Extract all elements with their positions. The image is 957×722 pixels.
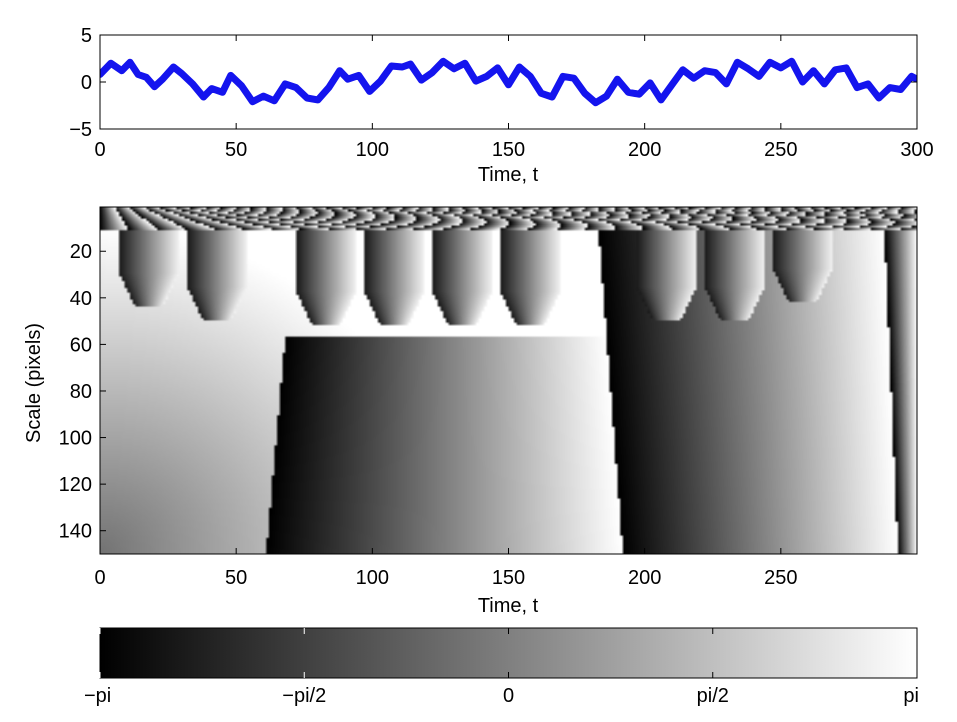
colorbar-tick-label: pi <box>903 685 919 707</box>
colorbar-gradient <box>99 627 918 679</box>
signal-x-tick-label: 150 <box>492 139 525 161</box>
signal-x-tick-label: 300 <box>900 139 933 161</box>
scalogram-x-tick-label: 100 <box>356 567 389 589</box>
signal-y-ticks: −5 0 5 <box>69 25 917 141</box>
colorbar-tick-label: 0 <box>503 685 514 707</box>
colorbar-ticks: −pi −pi/2 0 pi/2 pi <box>84 628 919 707</box>
scalogram-y-tick-label: 120 <box>59 474 92 496</box>
signal-y-tick-label: 5 <box>81 25 92 47</box>
colorbar-tick-label: −pi <box>84 685 111 707</box>
scalogram-x-tick-label: 150 <box>492 567 525 589</box>
scalogram-x-ticks: 0 50 100 150 200 250 <box>94 548 798 589</box>
signal-y-tick-label: 0 <box>81 72 92 94</box>
scalogram-x-tick-label: 250 <box>764 567 797 589</box>
scalogram-y-tick-label: 140 <box>59 521 92 543</box>
signal-x-tick-label: 200 <box>628 139 661 161</box>
scalogram-y-ticks: 20 40 60 80 100 120 140 <box>59 241 106 543</box>
scalogram-y-tick-label: 40 <box>70 288 92 310</box>
scalogram-x-axis-label: Time, t <box>478 595 539 617</box>
signal-y-tick-label: −5 <box>69 119 92 141</box>
signal-x-tick-label: 100 <box>356 139 389 161</box>
scalogram-x-tick-label: 200 <box>628 567 661 589</box>
colorbar-panel: −pi −pi/2 0 pi/2 pi <box>84 627 919 707</box>
signal-panel: 0 50 100 150 200 250 300 −505 Time, t <box>69 25 934 186</box>
phase-scalogram-image <box>100 207 917 554</box>
scalogram-x-tick-label: 50 <box>225 567 247 589</box>
phase-scalogram-panel: 0 50 100 150 200 250 20 40 60 80 100 120 140 Time, … <box>23 206 918 617</box>
signal-series-line <box>100 57 917 107</box>
signal-x-tick-label: 0 <box>94 139 105 161</box>
colorbar-tick-label: −pi/2 <box>282 685 326 707</box>
scalogram-y-tick-label: 80 <box>70 381 92 403</box>
scalogram-y-axis-label: Scale (pixels) <box>23 323 45 443</box>
scalogram-x-tick-label: 0 <box>94 567 105 589</box>
scalogram-y-tick-label: 60 <box>70 334 92 356</box>
signal-plot-area <box>100 57 917 107</box>
signal-x-ticks: 0 50 100 150 200 250 300 <box>94 35 934 161</box>
signal-x-tick-label: 50 <box>225 139 247 161</box>
scalogram-y-tick-label: 100 <box>59 428 92 450</box>
signal-x-axis-label: Time, t <box>478 164 539 186</box>
scalogram-y-tick-label: 20 <box>70 241 92 263</box>
signal-x-tick-label: 250 <box>764 139 797 161</box>
colorbar-tick-label: pi/2 <box>697 685 729 707</box>
